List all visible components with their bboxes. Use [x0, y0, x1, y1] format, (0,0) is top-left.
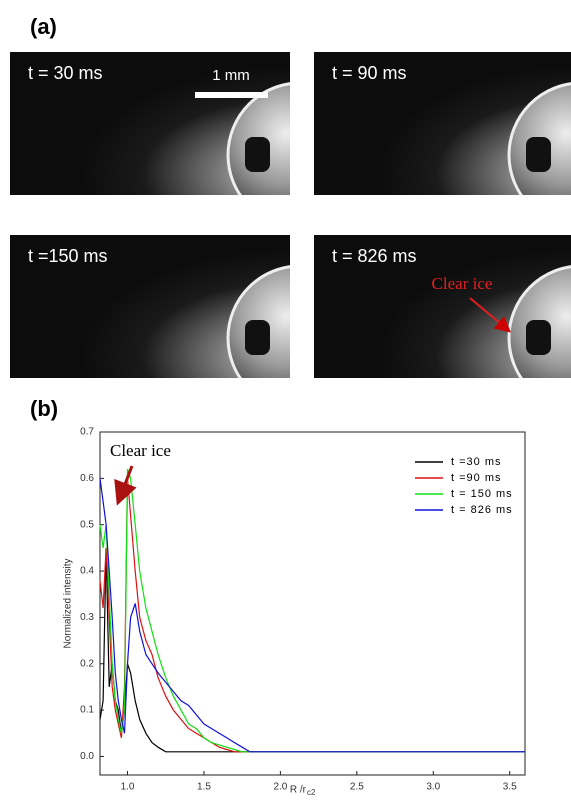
- image-label: t = 30 ms: [28, 63, 103, 83]
- x-tick-label: 1.5: [197, 782, 211, 793]
- x-axis-label: R /r: [290, 785, 307, 796]
- image-label: t = 90 ms: [332, 63, 407, 83]
- series-line: [99, 478, 525, 753]
- chart: 0.0 0.1 0.2 0.3 0.4 0.5 0.6 0.7 1.0 1.5 2.0 2.5 3.0 3…: [63, 427, 526, 797]
- x-tick-label: 1.0: [121, 782, 135, 793]
- image-content: [314, 52, 571, 195]
- x-tick-label: 2.0: [273, 782, 287, 793]
- image-content: [10, 235, 290, 378]
- series-line: [99, 468, 525, 753]
- y-axis-label: Normalized intensity: [63, 558, 74, 648]
- image-content: [314, 235, 571, 378]
- y-tick-label: 0.5: [80, 519, 94, 530]
- droplet-shadow: [245, 137, 270, 172]
- image-label: t =150 ms: [28, 246, 108, 266]
- annotation-arrow: [114, 465, 137, 506]
- x-tick-label: 3.0: [426, 782, 440, 793]
- plot-frame: [99, 431, 526, 776]
- y-tick-label: 0.3: [80, 612, 94, 623]
- scale-bar: [195, 92, 268, 98]
- y-tick-label: 0.4: [80, 566, 94, 577]
- x-tick-label: 3.5: [503, 782, 517, 793]
- annotation-arrow: [469, 297, 512, 333]
- droplet-shadow: [526, 320, 551, 355]
- series-line: [99, 547, 525, 753]
- image-panel: t = 826 ms: [314, 235, 571, 378]
- y-tick-label: 0.1: [80, 705, 94, 716]
- y-tick-label: 0.2: [80, 658, 94, 669]
- y-tick-label: 0.6: [80, 473, 94, 484]
- legend-label: t = 150 ms: [451, 488, 513, 500]
- series-line: [99, 478, 525, 753]
- y-tick-label: 0.7: [80, 427, 94, 438]
- y-tick-label: 0.0: [80, 751, 94, 762]
- legend-label: t =30 ms: [451, 456, 502, 468]
- x-tick-label: 2.5: [350, 782, 364, 793]
- chart-annotation: Clear ice: [110, 441, 171, 460]
- image-panel: t = 30 ms: [10, 52, 290, 195]
- panel-label: (a): [30, 14, 57, 39]
- x-axis-label-subscript: c2: [307, 788, 316, 797]
- panel-label: (b): [30, 396, 58, 421]
- image-panel: t =150 ms: [10, 235, 290, 378]
- legend-label: t = 826 ms: [451, 504, 513, 516]
- scale-label: 1 mm: [212, 67, 250, 84]
- image-content: [10, 52, 290, 195]
- image-annotation: Clear ice: [432, 274, 493, 293]
- image-grid: t = 30 ms t = 90 ms t =150 ms t = 826 ms: [10, 52, 571, 378]
- droplet-shadow: [245, 320, 270, 355]
- droplet-shadow: [526, 137, 551, 172]
- legend-label: t =90 ms: [451, 472, 502, 484]
- image-panel: t = 90 ms: [314, 52, 571, 195]
- image-label: t = 826 ms: [332, 246, 417, 266]
